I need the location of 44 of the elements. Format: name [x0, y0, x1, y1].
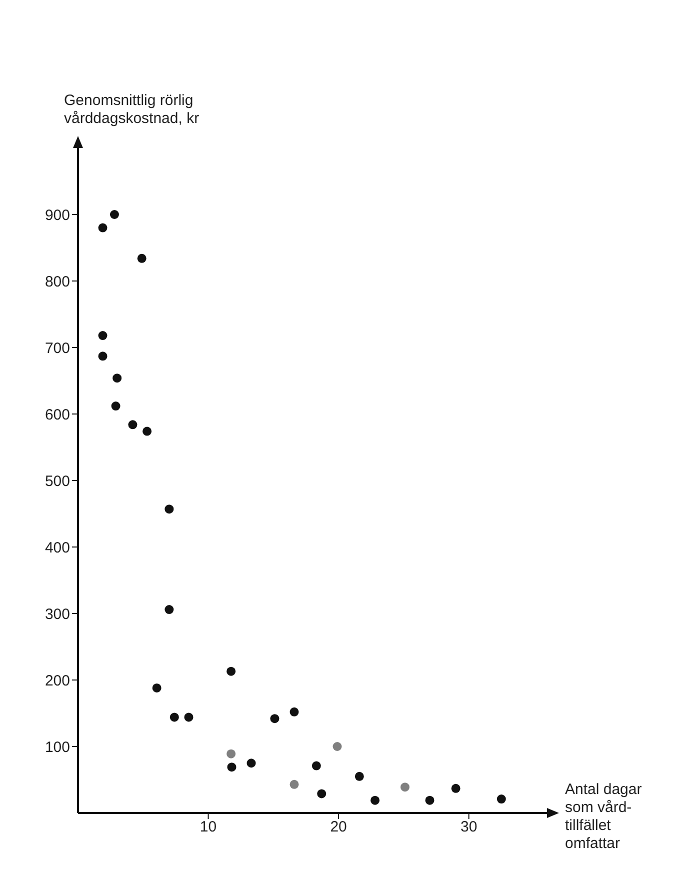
point: [111, 402, 120, 411]
point: [400, 782, 410, 792]
point: [98, 331, 108, 340]
point: [370, 796, 380, 805]
y-tick-label: 800: [44, 273, 70, 290]
point: [226, 749, 236, 758]
point: [170, 712, 179, 722]
y-tick-label: 900: [44, 206, 70, 224]
point: [152, 683, 162, 692]
point: [290, 707, 299, 716]
point: [110, 210, 119, 219]
point: [425, 796, 434, 805]
x-tick-label: 30: [460, 818, 478, 836]
point: [332, 742, 342, 751]
y-tick-label: 600: [44, 406, 70, 424]
point: [137, 254, 146, 263]
y-tick-label: 500: [44, 472, 70, 490]
point: [98, 352, 108, 361]
point: [312, 761, 321, 770]
point: [496, 794, 506, 804]
point: [112, 374, 122, 383]
y-tick-label: 200: [44, 672, 70, 690]
point: [184, 712, 194, 722]
y-tick-label: 400: [44, 539, 70, 556]
point: [317, 789, 326, 798]
y-tick-label: 300: [44, 606, 70, 623]
point: [226, 666, 236, 676]
y-axis-title: Genomsnittlig rörlig vårddagskostnad, kr: [64, 92, 200, 128]
point: [142, 426, 152, 436]
x-axis-title: Antal dagar som vård- tillfället omfattar: [565, 781, 642, 853]
point: [246, 758, 256, 768]
y-tick-label: 100: [44, 738, 70, 756]
y-tick-label: 700: [44, 340, 70, 357]
point: [451, 784, 460, 793]
point: [164, 605, 174, 614]
point: [270, 714, 280, 724]
point: [227, 762, 236, 772]
point: [290, 780, 299, 789]
point: [164, 504, 174, 514]
point: [128, 420, 138, 430]
point: [354, 772, 364, 781]
x-tick-label: 10: [200, 818, 217, 836]
x-tick-label: 20: [330, 818, 347, 836]
point: [98, 223, 108, 232]
